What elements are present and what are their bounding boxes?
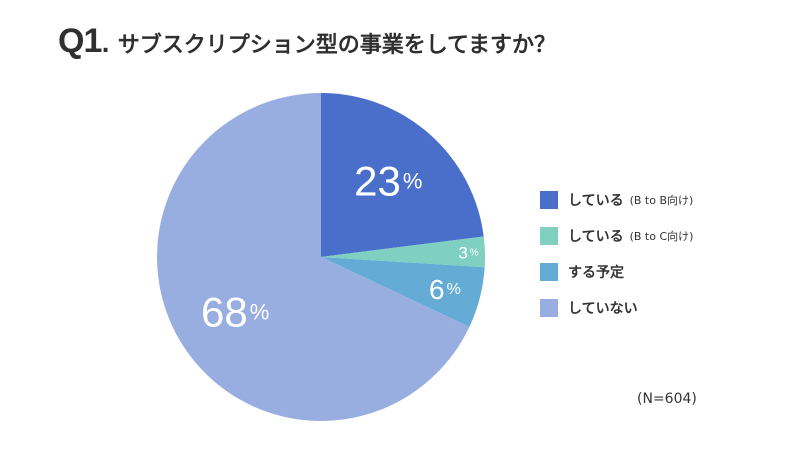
legend-swatch xyxy=(540,191,558,209)
question-text: サブスクリプション型の事業をしてますか？ xyxy=(117,33,556,58)
question-dot: . xyxy=(101,33,110,58)
sample-size: (N=604) xyxy=(637,391,697,407)
legend-label: している xyxy=(568,193,624,209)
pie-slice-4 xyxy=(156,93,470,421)
pie-slice-3 xyxy=(321,257,485,327)
legend-note: (B to C向け) xyxy=(629,230,694,243)
slice-value-label-3: 6% xyxy=(429,273,461,304)
pie-slice-1 xyxy=(321,93,484,257)
slice-value-label-4: 68% xyxy=(201,288,269,335)
legend: している (B to B向け) している (B to C向け) する予定していない xyxy=(540,182,693,326)
legend-swatch xyxy=(540,227,558,245)
legend-swatch xyxy=(540,299,558,317)
pie-slice-2 xyxy=(321,236,486,268)
legend-note: (B to B向け) xyxy=(629,194,694,207)
slice-value-label-2: 3% xyxy=(458,243,478,262)
legend-item-1: している (B to B向け) xyxy=(540,182,693,218)
legend-item-4: していない xyxy=(540,290,693,326)
legend-swatch xyxy=(540,263,558,281)
legend-item-3: する予定 xyxy=(540,254,693,290)
legend-label: している xyxy=(568,229,624,245)
question-number: Q1 xyxy=(58,22,102,60)
legend-label: する予定 xyxy=(568,265,624,281)
legend-item-2: している (B to C向け) xyxy=(540,218,693,254)
slice-value-label-1: 23% xyxy=(354,157,422,204)
legend-label: していない xyxy=(568,301,638,317)
chart-title: Q1 . サブスクリプション型の事業をしてますか？ xyxy=(58,22,556,61)
